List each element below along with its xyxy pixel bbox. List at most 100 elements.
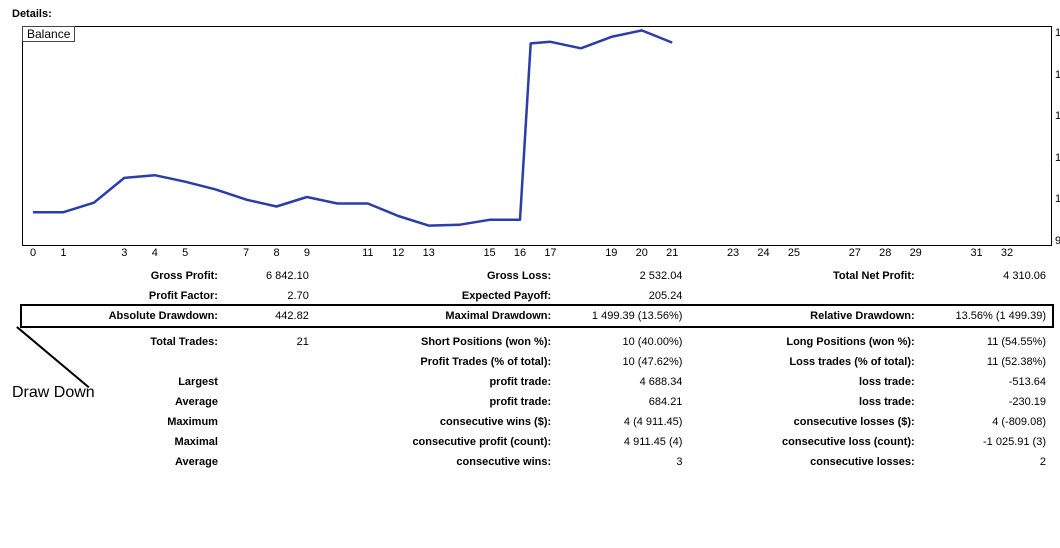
y-tick: 14752 bbox=[1055, 27, 1060, 39]
row-total-trades: Total Trades: 21 Short Positions (won %)… bbox=[22, 332, 1052, 352]
gross-profit-value: 6 842.10 bbox=[224, 266, 315, 286]
x-tick: 21 bbox=[666, 247, 678, 259]
absolute-dd-value: 442.82 bbox=[224, 306, 315, 326]
x-tick: 0 bbox=[30, 247, 36, 259]
x-tick: 24 bbox=[757, 247, 769, 259]
gross-loss-label: Gross Loss: bbox=[315, 266, 557, 286]
avg-profit-value: 684.21 bbox=[557, 392, 688, 412]
expected-payoff-value: 205.24 bbox=[557, 286, 688, 306]
largest-loss-label: loss trade: bbox=[688, 372, 920, 392]
long-pos-value: 11 (54.55%) bbox=[921, 332, 1052, 352]
maximal-dd-value: 1 499.39 (13.56%) bbox=[557, 306, 688, 326]
max-wins-value: 4 (4 911.45) bbox=[557, 412, 688, 432]
x-tick: 23 bbox=[727, 247, 739, 259]
x-tick: 15 bbox=[483, 247, 495, 259]
maximal-loss-label: consecutive loss (count): bbox=[688, 432, 920, 452]
x-tick: 3 bbox=[121, 247, 127, 259]
y-axis: 14752 13660 12569 11478 10386 9295 bbox=[1055, 27, 1060, 247]
relative-dd-label: Relative Drawdown: bbox=[688, 306, 920, 326]
profit-factor-value: 2.70 bbox=[224, 286, 315, 306]
largest-profit-value: 4 688.34 bbox=[557, 372, 688, 392]
x-tick: 5 bbox=[182, 247, 188, 259]
avg-wins-label: consecutive wins: bbox=[315, 452, 557, 472]
profit-trades-value: 10 (47.62%) bbox=[557, 352, 688, 372]
maximal-dd-label: Maximal Drawdown: bbox=[315, 306, 557, 326]
avg-loss-label: loss trade: bbox=[688, 392, 920, 412]
row-drawdown: Absolute Drawdown: 442.82 Maximal Drawdo… bbox=[22, 306, 1052, 326]
profit-factor-label: Profit Factor: bbox=[22, 286, 224, 306]
plot-area bbox=[23, 27, 1013, 247]
gross-loss-value: 2 532.04 bbox=[557, 266, 688, 286]
x-tick: 20 bbox=[636, 247, 648, 259]
max-wins-label: consecutive wins ($): bbox=[315, 412, 557, 432]
stats-wrap: Draw Down Gross Profit: 6 842.10 Gross L… bbox=[22, 266, 1060, 472]
maximal-profit-label: consecutive profit (count): bbox=[315, 432, 557, 452]
avg-wins-value: 3 bbox=[557, 452, 688, 472]
drawdown-annotation: Draw Down bbox=[12, 384, 95, 402]
balance-line-svg bbox=[23, 27, 1013, 247]
row-gross: Gross Profit: 6 842.10 Gross Loss: 2 532… bbox=[22, 266, 1052, 286]
x-tick: 9 bbox=[304, 247, 310, 259]
x-tick: 8 bbox=[273, 247, 279, 259]
row-maximal: Maximal consecutive profit (count): 4 91… bbox=[22, 432, 1052, 452]
y-tick: 13660 bbox=[1055, 69, 1060, 81]
relative-dd-value: 13.56% (1 499.39) bbox=[921, 306, 1052, 326]
x-tick: 13 bbox=[423, 247, 435, 259]
absolute-dd-label: Absolute Drawdown: bbox=[22, 306, 224, 326]
y-tick: 10386 bbox=[1055, 193, 1060, 205]
maximal-profit-value: 4 911.45 (4) bbox=[557, 432, 688, 452]
row-avg-consec: Average consecutive wins: 3 consecutive … bbox=[22, 452, 1052, 472]
row-pf: Profit Factor: 2.70 Expected Payoff: 205… bbox=[22, 286, 1052, 306]
total-net-value: 4 310.06 bbox=[921, 266, 1052, 286]
max-losses-label: consecutive losses ($): bbox=[688, 412, 920, 432]
total-trades-value: 21 bbox=[224, 332, 315, 352]
x-tick: 1 bbox=[60, 247, 66, 259]
x-tick: 25 bbox=[788, 247, 800, 259]
avg-profit-label: profit trade: bbox=[315, 392, 557, 412]
x-tick: 12 bbox=[392, 247, 404, 259]
stats-table: Gross Profit: 6 842.10 Gross Loss: 2 532… bbox=[22, 266, 1052, 472]
largest-profit-label: profit trade: bbox=[315, 372, 557, 392]
short-pos-label: Short Positions (won %): bbox=[315, 332, 557, 352]
row-maximum: Maximum consecutive wins ($): 4 (4 911.4… bbox=[22, 412, 1052, 432]
expected-payoff-label: Expected Payoff: bbox=[315, 286, 557, 306]
max-losses-value: 4 (-809.08) bbox=[921, 412, 1052, 432]
x-tick: 19 bbox=[605, 247, 617, 259]
avg-losses-value: 2 bbox=[921, 452, 1052, 472]
gross-profit-label: Gross Profit: bbox=[22, 266, 224, 286]
loss-trades-label: Loss trades (% of total): bbox=[688, 352, 920, 372]
row-average: Average profit trade: 684.21 loss trade:… bbox=[22, 392, 1052, 412]
x-tick: 17 bbox=[544, 247, 556, 259]
maximum-label: Maximum bbox=[22, 412, 224, 432]
total-net-label: Total Net Profit: bbox=[688, 266, 920, 286]
x-tick: 16 bbox=[514, 247, 526, 259]
row-largest: Largest profit trade: 4 688.34 loss trad… bbox=[22, 372, 1052, 392]
long-pos-label: Long Positions (won %): bbox=[688, 332, 920, 352]
short-pos-value: 10 (40.00%) bbox=[557, 332, 688, 352]
x-tick: 7 bbox=[243, 247, 249, 259]
y-tick: 12569 bbox=[1055, 110, 1060, 122]
balance-line bbox=[33, 30, 672, 225]
x-tick: 32 bbox=[1001, 247, 1013, 259]
x-tick: 11 bbox=[362, 247, 373, 259]
x-tick: 31 bbox=[970, 247, 982, 259]
maximal-label: Maximal bbox=[22, 432, 224, 452]
x-axis: 0134578911121315161719202123242527282931… bbox=[23, 247, 1013, 263]
profit-trades-label: Profit Trades (% of total): bbox=[315, 352, 557, 372]
details-header: Details: bbox=[12, 8, 1048, 20]
maximal-loss-value: -1 025.91 (3) bbox=[921, 432, 1052, 452]
x-tick: 4 bbox=[152, 247, 158, 259]
loss-trades-value: 11 (52.38%) bbox=[921, 352, 1052, 372]
avg-loss-value: -230.19 bbox=[921, 392, 1052, 412]
y-tick: 11478 bbox=[1055, 152, 1060, 164]
row-profit-trades: Profit Trades (% of total): 10 (47.62%) … bbox=[22, 352, 1052, 372]
avg-losses-label: consecutive losses: bbox=[688, 452, 920, 472]
balance-chart: Balance 14752136601256911478103869295 01… bbox=[22, 26, 1052, 246]
x-tick: 28 bbox=[879, 247, 891, 259]
avg-consec-label: Average bbox=[22, 452, 224, 472]
x-tick: 27 bbox=[849, 247, 861, 259]
y-tick: 9295 bbox=[1055, 235, 1060, 247]
largest-loss-value: -513.64 bbox=[921, 372, 1052, 392]
x-tick: 29 bbox=[910, 247, 922, 259]
total-trades-label: Total Trades: bbox=[22, 332, 224, 352]
